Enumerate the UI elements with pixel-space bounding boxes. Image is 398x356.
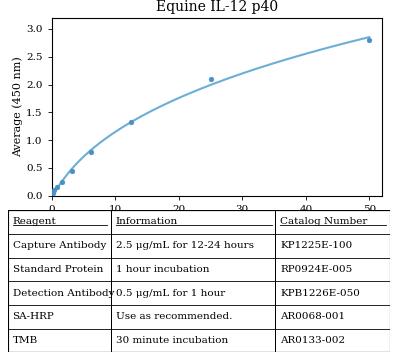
Text: KP1225E-100: KP1225E-100 (280, 241, 352, 250)
Text: Detection Antibody: Detection Antibody (13, 289, 114, 298)
Text: 0.5 μg/mL for 1 hour: 0.5 μg/mL for 1 hour (116, 289, 225, 298)
Title: Equine IL-12 p40: Equine IL-12 p40 (156, 0, 278, 14)
X-axis label: Protein (ng/mL): Protein (ng/mL) (172, 218, 262, 229)
Text: Information: Information (116, 218, 178, 226)
Text: SA-HRP: SA-HRP (13, 312, 54, 321)
Text: AR0068-001: AR0068-001 (280, 312, 345, 321)
Text: Capture Antibody: Capture Antibody (13, 241, 106, 250)
Text: 30 minute incubation: 30 minute incubation (116, 336, 228, 345)
Text: AR0133-002: AR0133-002 (280, 336, 345, 345)
Text: TMB: TMB (13, 336, 38, 345)
Text: Use as recommended.: Use as recommended. (116, 312, 232, 321)
Y-axis label: Average (450 nm): Average (450 nm) (13, 56, 23, 157)
Text: 2.5 μg/mL for 12-24 hours: 2.5 μg/mL for 12-24 hours (116, 241, 254, 250)
Text: Catalog Number: Catalog Number (280, 218, 367, 226)
Text: Standard Protein: Standard Protein (13, 265, 103, 274)
Text: Reagent: Reagent (13, 218, 56, 226)
Text: KPB1226E-050: KPB1226E-050 (280, 289, 360, 298)
Text: RP0924E-005: RP0924E-005 (280, 265, 352, 274)
Text: 1 hour incubation: 1 hour incubation (116, 265, 209, 274)
